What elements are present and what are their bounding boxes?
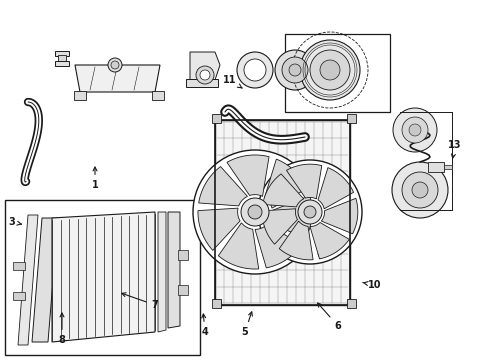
Circle shape — [200, 70, 210, 80]
Polygon shape — [32, 218, 58, 342]
Circle shape — [409, 124, 421, 136]
Bar — [215, 120, 350, 305]
Text: 8: 8 — [59, 313, 66, 345]
Text: 3: 3 — [9, 217, 21, 227]
Polygon shape — [52, 212, 155, 342]
Polygon shape — [219, 223, 259, 269]
Circle shape — [393, 108, 437, 152]
Text: 5: 5 — [242, 312, 252, 337]
Text: 12: 12 — [293, 204, 308, 225]
Circle shape — [298, 200, 322, 224]
Circle shape — [244, 59, 266, 81]
Bar — [13, 262, 25, 270]
Polygon shape — [263, 174, 304, 207]
Polygon shape — [75, 65, 160, 92]
Polygon shape — [265, 159, 307, 208]
Circle shape — [282, 57, 308, 83]
Text: 4: 4 — [201, 314, 208, 337]
Circle shape — [111, 61, 119, 69]
Text: 9: 9 — [317, 242, 323, 258]
Text: 13: 13 — [448, 140, 462, 158]
Polygon shape — [190, 52, 220, 80]
Polygon shape — [287, 164, 322, 199]
Circle shape — [320, 60, 340, 80]
Circle shape — [193, 150, 317, 274]
Polygon shape — [255, 225, 302, 268]
Bar — [152, 91, 164, 100]
Polygon shape — [279, 221, 313, 260]
Polygon shape — [262, 209, 297, 244]
Bar — [347, 299, 356, 308]
Circle shape — [402, 172, 438, 208]
Circle shape — [289, 64, 301, 76]
Polygon shape — [321, 198, 358, 234]
Bar — [285, 34, 390, 112]
Circle shape — [300, 40, 360, 100]
Circle shape — [275, 50, 315, 90]
Text: 11: 11 — [223, 75, 242, 88]
Bar — [212, 114, 221, 123]
Polygon shape — [198, 208, 240, 251]
Circle shape — [304, 206, 316, 218]
Bar — [74, 91, 86, 100]
Polygon shape — [168, 212, 180, 328]
Text: 10: 10 — [363, 280, 382, 290]
Circle shape — [402, 117, 428, 143]
Polygon shape — [310, 222, 349, 259]
Text: 6: 6 — [318, 303, 342, 331]
Text: 2: 2 — [223, 254, 244, 267]
Circle shape — [392, 162, 448, 218]
Bar — [178, 250, 188, 260]
Bar — [212, 299, 221, 308]
Circle shape — [412, 182, 428, 198]
Circle shape — [108, 58, 122, 72]
Polygon shape — [158, 212, 166, 332]
Polygon shape — [18, 215, 38, 345]
Bar — [58, 55, 66, 61]
Circle shape — [196, 66, 214, 84]
Bar — [55, 51, 69, 56]
Circle shape — [237, 52, 273, 88]
Bar — [428, 162, 444, 172]
Polygon shape — [198, 167, 247, 206]
Bar — [215, 120, 350, 305]
Bar — [347, 114, 356, 123]
Polygon shape — [269, 196, 312, 238]
Text: 7: 7 — [122, 293, 158, 310]
Bar — [314, 64, 328, 76]
Polygon shape — [318, 168, 354, 209]
Bar — [13, 292, 25, 300]
Circle shape — [258, 160, 362, 264]
Bar — [186, 79, 218, 87]
Circle shape — [310, 50, 350, 90]
Bar — [178, 285, 188, 295]
Bar — [55, 61, 69, 66]
Circle shape — [241, 198, 269, 226]
Polygon shape — [227, 155, 269, 196]
Circle shape — [318, 63, 332, 77]
Text: 1: 1 — [92, 167, 98, 190]
Circle shape — [248, 205, 262, 219]
Bar — [5, 200, 200, 355]
Bar — [444, 165, 452, 169]
